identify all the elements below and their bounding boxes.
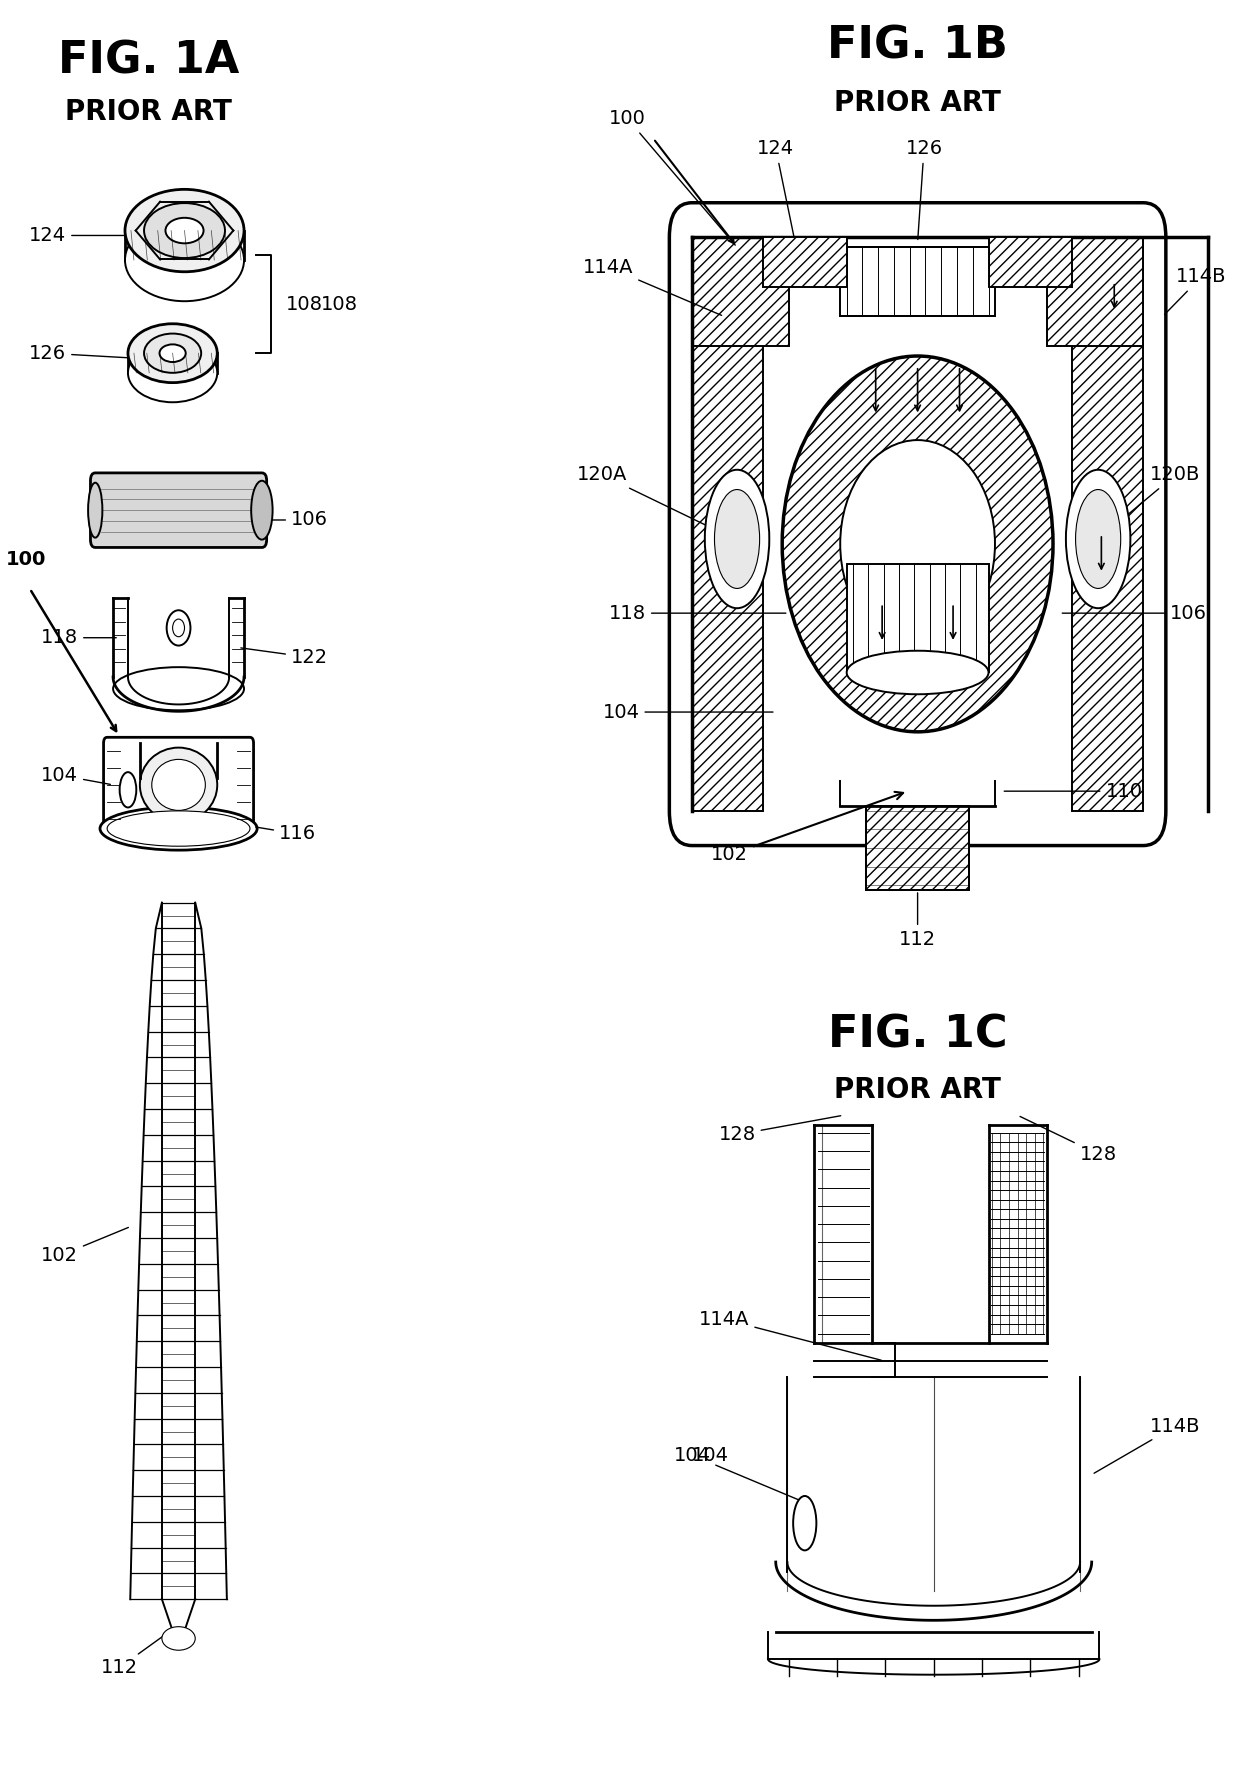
Ellipse shape [782,357,1053,731]
FancyBboxPatch shape [670,203,1166,846]
Text: 118: 118 [609,604,786,623]
Text: 124: 124 [29,226,131,245]
FancyBboxPatch shape [104,738,253,832]
Ellipse shape [160,344,186,362]
Text: 128: 128 [718,1116,841,1144]
Text: 108: 108 [321,295,358,314]
Ellipse shape [1075,489,1121,588]
Ellipse shape [128,343,217,403]
Text: 106: 106 [1063,604,1207,623]
Ellipse shape [714,489,760,588]
Text: 112: 112 [899,894,936,948]
Ellipse shape [162,1626,195,1649]
Text: 104: 104 [673,1446,806,1503]
Text: 102: 102 [712,791,903,864]
Ellipse shape [144,203,224,258]
FancyBboxPatch shape [91,473,267,547]
Text: 110: 110 [1004,782,1142,800]
Ellipse shape [165,217,203,244]
Bar [1073,237,1143,811]
Ellipse shape [1066,470,1131,608]
Bar [692,237,763,811]
Text: 122: 122 [241,648,329,668]
Text: 104: 104 [603,703,773,722]
Ellipse shape [704,470,769,608]
Text: 120A: 120A [577,464,722,533]
Ellipse shape [125,189,244,272]
Ellipse shape [794,1496,816,1551]
Text: PRIOR ART: PRIOR ART [835,1075,1001,1104]
Ellipse shape [166,611,191,646]
Text: 124: 124 [758,140,795,240]
Bar [692,237,789,346]
Text: 100: 100 [6,549,46,569]
Text: 114A: 114A [583,258,722,316]
Ellipse shape [107,811,250,846]
Text: 102: 102 [41,1227,129,1264]
Ellipse shape [151,759,206,811]
Bar [866,805,970,890]
Bar [763,237,847,286]
Text: 126: 126 [905,140,942,240]
Text: 104: 104 [41,766,110,784]
Text: 126: 126 [29,344,131,362]
Ellipse shape [113,668,244,710]
Ellipse shape [841,440,994,648]
Ellipse shape [128,323,217,383]
Text: PRIOR ART: PRIOR ART [835,88,1001,117]
Text: FIG. 1C: FIG. 1C [828,1014,1007,1056]
Text: 114A: 114A [699,1310,882,1360]
Text: 112: 112 [100,1635,165,1678]
Ellipse shape [172,620,185,638]
Text: PRIOR ART: PRIOR ART [66,99,232,125]
Text: 100: 100 [609,109,735,245]
Text: 116: 116 [255,825,316,844]
Ellipse shape [119,772,136,807]
Bar [841,247,994,316]
Ellipse shape [125,219,244,302]
Bar [1047,237,1143,346]
Bar [847,563,988,673]
Text: 120B: 120B [1107,464,1200,532]
Text: FIG. 1A: FIG. 1A [58,39,239,83]
Ellipse shape [847,650,988,694]
Text: 118: 118 [41,629,117,646]
Ellipse shape [88,482,103,537]
Text: 114B: 114B [1164,267,1226,314]
Ellipse shape [144,334,201,373]
Bar [988,237,1073,286]
Text: 106: 106 [259,510,329,530]
Text: 114B: 114B [1094,1416,1200,1473]
Text: 128: 128 [1021,1116,1117,1164]
Text: 108: 108 [285,295,322,314]
Ellipse shape [140,747,217,823]
Ellipse shape [100,807,257,849]
Text: 104: 104 [692,1446,729,1464]
Ellipse shape [252,480,273,540]
Text: FIG. 1B: FIG. 1B [827,25,1008,67]
